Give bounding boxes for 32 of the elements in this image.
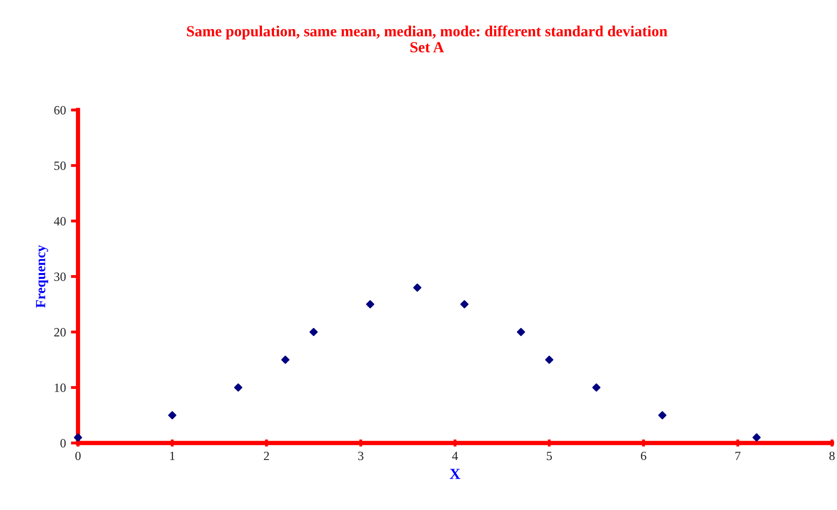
x-tick-label: 5 [546,452,552,460]
y-tick-label: 30 [54,272,66,281]
y-tick-label: 60 [54,106,66,114]
point [516,328,526,336]
point [460,300,469,308]
y-axis-title: Frequency [36,245,48,308]
x-tick-label: 4 [452,452,458,460]
point [545,356,554,364]
point [413,284,422,292]
x-tick-label: 2 [264,452,269,460]
chart-title: Same population, same mean, median, mode: different standard deviation Set A [186,26,668,52]
point [752,433,761,442]
point [658,411,666,420]
y-tick-label: 20 [54,328,66,336]
point [281,356,290,364]
point [234,383,242,392]
y-tick-label: 0 [60,439,66,448]
point [592,383,600,392]
point [310,328,318,336]
y-tick-label: 40 [54,217,66,226]
point [168,411,176,420]
point [74,433,82,442]
x-tick-label: 7 [735,452,741,460]
x-tick-label: 1 [170,452,175,460]
point [366,300,374,308]
y-tick-label: 50 [54,162,66,170]
x-tick-label: 8 [829,452,835,460]
y-tick-label: 10 [54,384,66,392]
x-tick-label: 0 [75,452,81,460]
x-tick-label: 3 [358,452,364,460]
x-tick-label: 6 [640,452,646,460]
x-axis-title: X [450,468,460,479]
